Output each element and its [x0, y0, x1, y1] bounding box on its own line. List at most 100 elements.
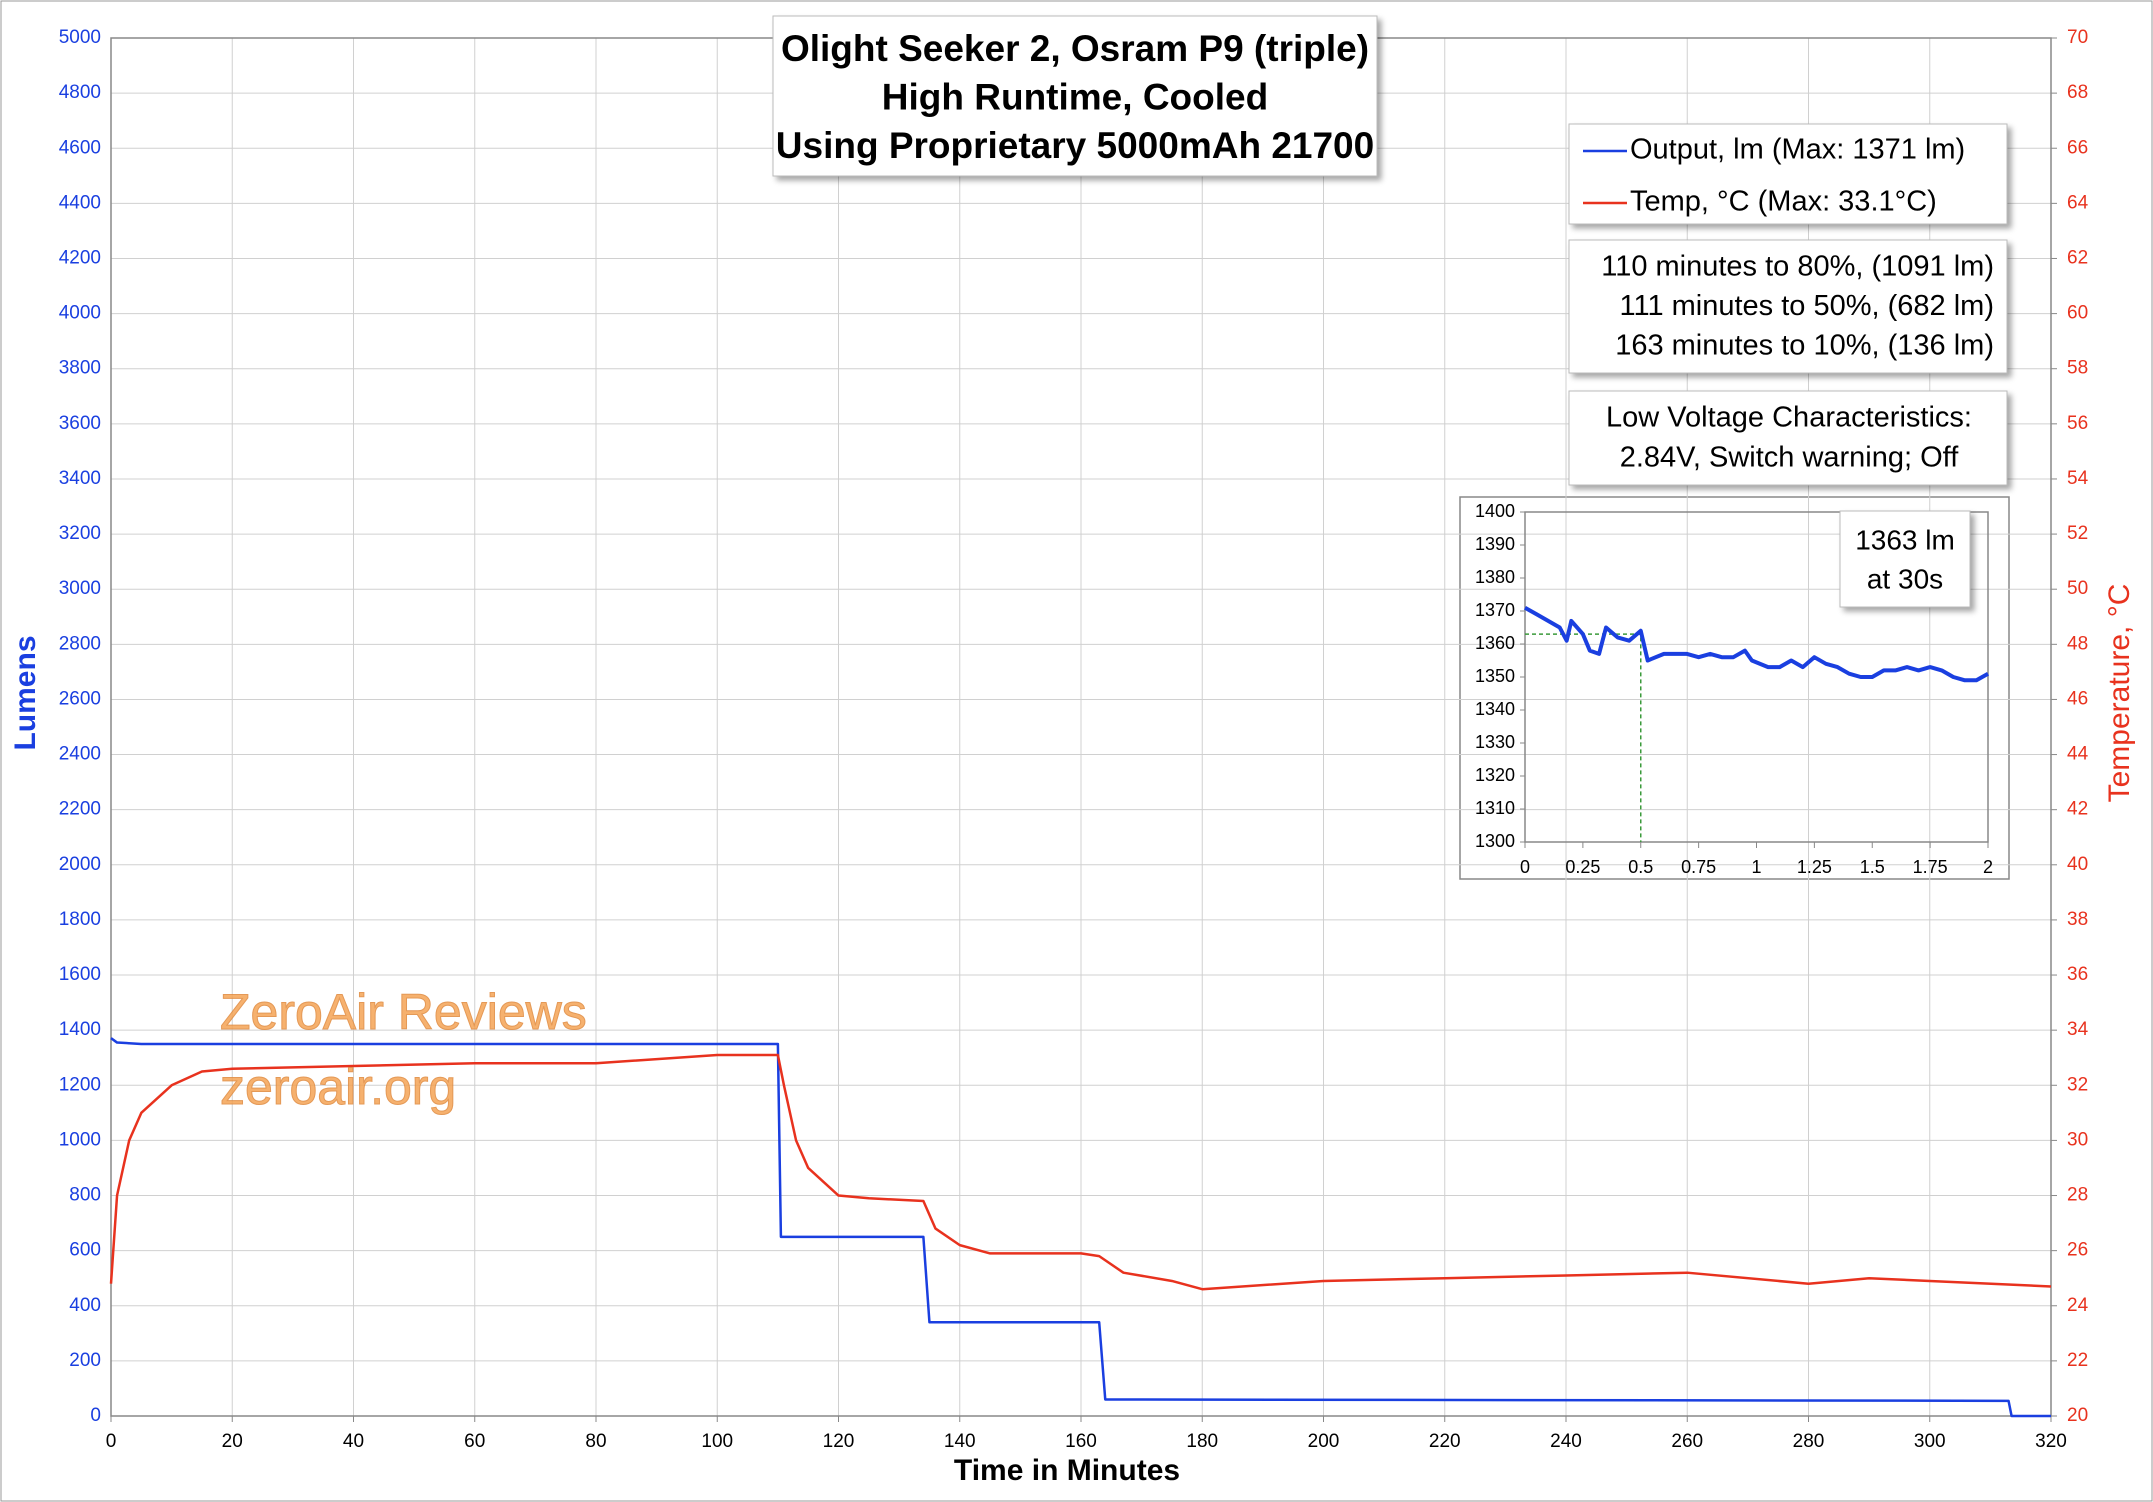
y-tick-label: 1380 [1475, 567, 1515, 587]
y-tick-label: 1320 [1475, 765, 1515, 785]
y-tick-label: 400 [69, 1295, 101, 1316]
x-tick-label: 240 [1550, 1431, 1582, 1452]
y2-tick-label: 50 [2067, 578, 2088, 599]
y2-tick-label: 54 [2067, 468, 2089, 489]
y2-tick-label: 40 [2067, 854, 2088, 875]
x-tick-label: 180 [1186, 1431, 1218, 1452]
y-axis-title: Lumens [9, 635, 42, 750]
y2-tick-label: 44 [2067, 744, 2089, 765]
chart-title: Using Proprietary 5000mAh 21700 [776, 125, 1374, 166]
y2-tick-label: 34 [2067, 1019, 2089, 1040]
x-tick-label: 40 [343, 1431, 364, 1452]
y-tick-label: 1300 [1475, 831, 1515, 851]
x-tick-label: 1.5 [1860, 857, 1885, 877]
y-tick-label: 3200 [59, 523, 101, 544]
inset-annotation-box [1839, 510, 1971, 608]
y-tick-label: 2800 [59, 633, 101, 654]
chart-title: High Runtime, Cooled [882, 76, 1268, 117]
x-tick-label: 260 [1671, 1431, 1703, 1452]
y-tick-label: 4000 [59, 303, 101, 324]
legend-label: Temp, °C (Max: 33.1°C) [1630, 186, 1937, 218]
x-tick-label: 80 [585, 1431, 606, 1452]
y-tick-label: 1370 [1475, 600, 1515, 620]
y-tick-label: 4400 [59, 192, 101, 213]
legend-box [1568, 123, 2008, 225]
x-tick-label: 160 [1065, 1431, 1097, 1452]
y-tick-label: 4800 [59, 82, 101, 103]
annotation: at 30s [1867, 563, 1943, 594]
y2-tick-label: 66 [2067, 137, 2088, 158]
x-tick-label: 200 [1308, 1431, 1340, 1452]
y2-tick-label: 58 [2067, 358, 2088, 379]
y2-tick-label: 28 [2067, 1185, 2088, 1206]
y-tick-label: 2200 [59, 799, 101, 820]
y-tick-label: 5000 [59, 27, 101, 48]
y-tick-label: 4200 [59, 247, 101, 268]
chart-title: Olight Seeker 2, Osram P9 (triple) [781, 28, 1369, 69]
x-tick-label: 0 [106, 1431, 117, 1452]
y2-tick-label: 60 [2067, 303, 2088, 324]
annotation: Low Voltage Characteristics: [1606, 402, 1972, 434]
y-tick-label: 0 [90, 1405, 101, 1426]
y2-tick-label: 42 [2067, 799, 2088, 820]
x-tick-label: 60 [464, 1431, 485, 1452]
y2-tick-label: 30 [2067, 1129, 2088, 1150]
y2-axis-title: Temperature, °C [2103, 584, 2136, 803]
x-tick-label: 300 [1914, 1431, 1946, 1452]
annotation: 111 minutes to 50%, (682 lm) [1620, 290, 1995, 322]
plot-border [1524, 511, 1989, 843]
y-tick-label: 1390 [1475, 534, 1515, 554]
y2-tick-label: 26 [2067, 1240, 2088, 1261]
annotation: 2.84V, Switch warning; Off [1620, 442, 1959, 474]
y-tick-label: 1400 [1475, 501, 1515, 521]
y-tick-label: 3600 [59, 413, 101, 434]
y-tick-label: 1200 [59, 1074, 101, 1095]
x-tick-label: 0 [1520, 857, 1530, 877]
x-tick-label: 0.25 [1565, 857, 1600, 877]
annotation: 163 minutes to 10%, (136 lm) [1615, 330, 1994, 362]
y2-tick-label: 64 [2067, 192, 2089, 213]
y-tick-label: 3000 [59, 578, 101, 599]
x-tick-label: 280 [1793, 1431, 1825, 1452]
watermark: ZeroAir Reviews [220, 984, 587, 1040]
y2-tick-label: 48 [2067, 633, 2088, 654]
x-tick-label: 220 [1429, 1431, 1461, 1452]
title-box [772, 15, 1378, 177]
x-tick-label: 1.75 [1913, 857, 1948, 877]
runtime-box [1568, 239, 2008, 374]
legend-label: Output, lm (Max: 1371 lm) [1630, 134, 1965, 166]
x-tick-label: 320 [2035, 1431, 2067, 1452]
y-tick-label: 1340 [1475, 699, 1515, 719]
y-tick-label: 4600 [59, 137, 101, 158]
series-line [1524, 605, 1989, 683]
x-tick-label: 140 [944, 1431, 976, 1452]
y-tick-label: 600 [69, 1240, 101, 1261]
x-tick-label: 120 [823, 1431, 855, 1452]
x-tick-label: 1 [1751, 857, 1761, 877]
y2-tick-label: 32 [2067, 1074, 2088, 1095]
y-tick-label: 1310 [1475, 798, 1515, 818]
y-tick-label: 2000 [59, 854, 101, 875]
y2-tick-label: 46 [2067, 688, 2088, 709]
y-tick-label: 2400 [59, 744, 101, 765]
y-tick-label: 2600 [59, 688, 101, 709]
y2-tick-label: 56 [2067, 413, 2088, 434]
x-tick-label: 20 [222, 1431, 243, 1452]
y2-tick-label: 24 [2067, 1295, 2089, 1316]
annotation: 1363 lm [1855, 524, 1955, 555]
x-tick-label: 0.5 [1628, 857, 1653, 877]
y2-tick-label: 70 [2067, 27, 2088, 48]
y-tick-label: 3800 [59, 358, 101, 379]
annotation: 110 minutes to 80%, (1091 lm) [1601, 251, 1994, 283]
series-line [109, 1053, 2052, 1291]
y2-tick-label: 68 [2067, 82, 2088, 103]
x-tick-label: 100 [701, 1431, 733, 1452]
y-tick-label: 1800 [59, 909, 101, 930]
y-tick-label: 1330 [1475, 732, 1515, 752]
y-tick-label: 200 [69, 1350, 101, 1371]
y-tick-label: 3400 [59, 468, 101, 489]
y-tick-label: 1400 [59, 1019, 101, 1040]
y2-tick-label: 36 [2067, 964, 2088, 985]
x-tick-label: 0.75 [1681, 857, 1716, 877]
